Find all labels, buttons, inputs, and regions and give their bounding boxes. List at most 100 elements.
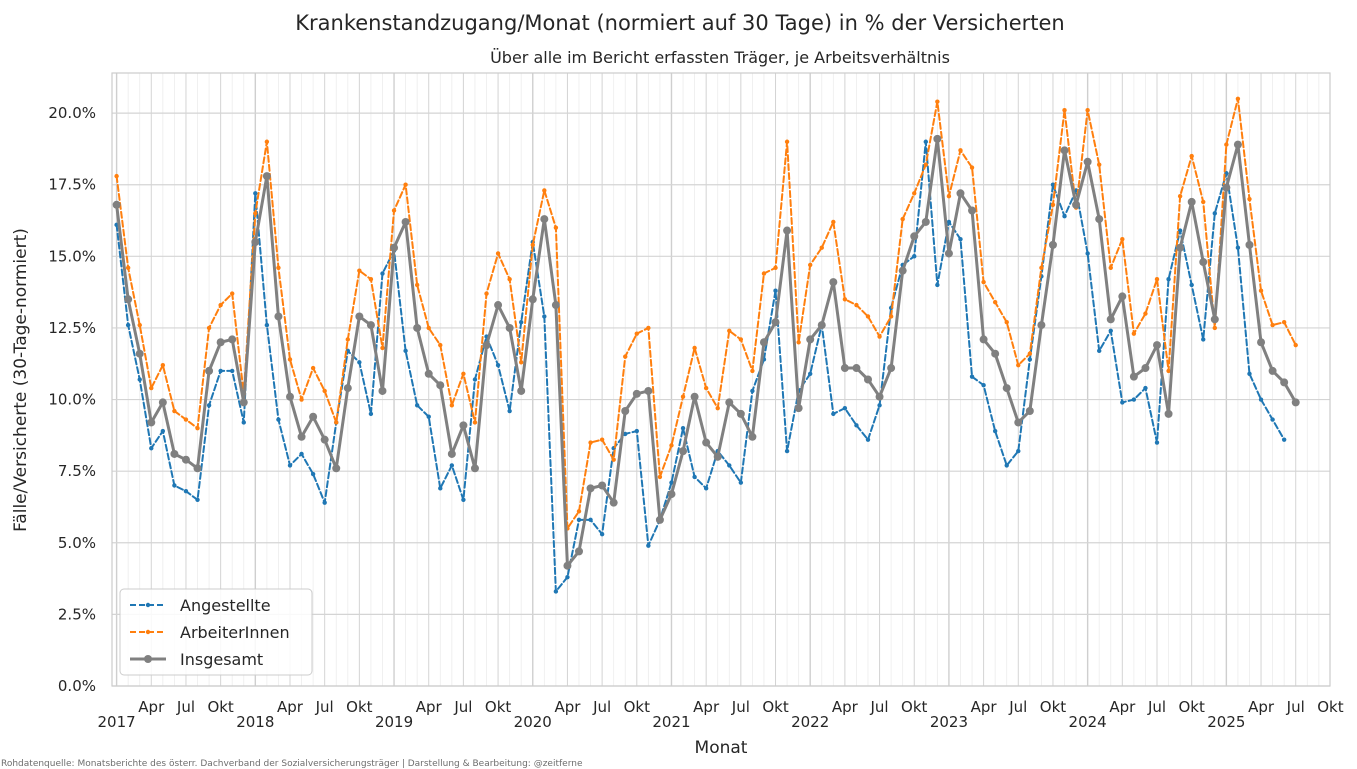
data-point (968, 206, 977, 215)
y-tick-label: 7.5% (58, 462, 96, 480)
data-point (1062, 214, 1067, 219)
data-point (1189, 282, 1194, 288)
data-point (551, 301, 560, 310)
data-point (287, 463, 293, 468)
data-point (1131, 331, 1137, 336)
data-point (992, 428, 998, 434)
data-point (1002, 384, 1011, 393)
data-point (332, 464, 341, 473)
data-point (842, 405, 848, 411)
data-point (205, 366, 214, 375)
x-month-label: Apr (554, 698, 581, 716)
data-point (1025, 407, 1034, 416)
data-point (817, 321, 826, 330)
data-point (125, 265, 131, 270)
data-point (738, 337, 744, 342)
x-month-label: Jul (870, 698, 889, 716)
data-point (368, 411, 374, 417)
data-point (565, 574, 570, 580)
data-point (1062, 108, 1067, 113)
legend-frame (119, 588, 313, 676)
data-point (1235, 96, 1241, 101)
data-point (1120, 236, 1125, 242)
data-point (482, 341, 491, 350)
data-point (829, 278, 838, 287)
data-point (887, 364, 896, 373)
data-point (576, 509, 582, 514)
data-point (773, 288, 778, 293)
x-month-label: Okt (1317, 698, 1343, 716)
data-point (206, 325, 212, 331)
x-year-label: 2024 (1069, 713, 1107, 731)
data-point (449, 463, 455, 468)
data-point (808, 262, 813, 268)
y-tick-label: 5.0% (58, 534, 96, 552)
data-point (923, 162, 928, 167)
data-point (727, 463, 732, 468)
data-point (692, 474, 697, 480)
data-point (495, 362, 501, 368)
data-point (992, 299, 998, 305)
data-point (736, 409, 745, 418)
series-angestellte (114, 139, 1287, 594)
data-point (634, 331, 639, 336)
data-point (276, 265, 281, 270)
x-month-label: Jul (315, 698, 334, 716)
data-point (505, 323, 514, 332)
data-point (345, 337, 350, 342)
y-tick-label: 10.0% (48, 391, 96, 409)
data-point (251, 238, 260, 246)
data-point (436, 381, 445, 390)
data-point (910, 232, 919, 241)
data-point (623, 431, 628, 437)
data-point (1224, 142, 1229, 147)
data-point (1097, 162, 1102, 167)
tick-labels: 0.0% 2.5% 5.0% 7.5% 10.0% 12.5% 15.0% 17.5% 20.0… (48, 104, 1343, 731)
data-point (759, 338, 768, 347)
data-point (1004, 463, 1009, 468)
data-point (623, 354, 628, 359)
data-point (1085, 251, 1090, 256)
data-point (1270, 417, 1275, 422)
x-year-label: 2025 (1207, 713, 1245, 731)
data-point (391, 208, 397, 213)
data-point (355, 312, 364, 321)
data-point (1048, 240, 1057, 249)
data-point (1153, 341, 1161, 350)
data-point (1085, 108, 1090, 113)
data-point (149, 446, 154, 451)
series-arbeiterinnen (114, 96, 1298, 531)
data-point (632, 389, 641, 398)
x-month-label: Okt (901, 698, 927, 716)
data-point (946, 193, 952, 199)
data-point (1270, 322, 1275, 328)
data-point (599, 531, 605, 537)
data-point (912, 254, 917, 259)
x-month-label: Jul (1008, 698, 1027, 716)
data-point (715, 405, 720, 411)
x-month-label: Apr (277, 698, 304, 716)
data-point (137, 322, 142, 328)
data-point (900, 216, 905, 222)
data-point (657, 474, 663, 480)
data-point (1177, 228, 1183, 233)
data-point (864, 375, 872, 384)
legend-swatch-marker (145, 629, 151, 635)
data-point (193, 464, 202, 473)
data-point (784, 139, 790, 144)
y-axis-label: Fälle/Versicherte (30-Tage-normiert) (11, 228, 31, 532)
data-point (703, 385, 709, 391)
data-point (854, 302, 859, 308)
data-point (921, 217, 930, 226)
data-point (854, 423, 859, 428)
data-point (944, 249, 953, 258)
data-point (865, 314, 871, 319)
data-point (461, 371, 466, 376)
data-point (1131, 397, 1137, 402)
data-point (114, 173, 119, 179)
data-point (1212, 325, 1218, 331)
data-point (933, 134, 942, 143)
data-point (588, 517, 593, 523)
data-point (403, 182, 408, 187)
data-point (1108, 265, 1113, 270)
